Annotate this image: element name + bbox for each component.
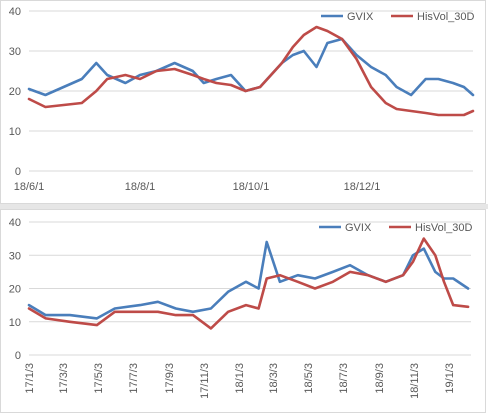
x-tick-label: 18/5/3 xyxy=(303,363,315,394)
x-tick-label: 17/5/3 xyxy=(93,363,105,394)
y-tick-label: 20 xyxy=(9,86,21,98)
x-tick-label: 17/9/3 xyxy=(164,363,176,394)
x-tick-label: 17/1/3 xyxy=(24,363,36,394)
series-line-hisvol-30d xyxy=(27,237,470,330)
x-tick-label: 17/7/3 xyxy=(128,363,140,394)
chart-panel-bottom: 0 10 20 30 40 17/1/3 17/3/3 17/5/3 17/7/3 17/9/3 1… xyxy=(0,209,486,413)
chart-top: 0 10 20 30 40 18/6/1 18/8/1 18/10/1 18/12/1 GVIX H… xyxy=(9,6,475,193)
x-tick-label: 18/9/3 xyxy=(374,363,386,394)
series-line-gvix xyxy=(27,37,475,97)
y-tick-label: 10 xyxy=(9,126,21,138)
legend-label: HisVol_30D xyxy=(415,222,473,234)
y-tick-label: 40 xyxy=(9,217,21,229)
y-tick-label: 40 xyxy=(9,6,21,18)
y-tick-label: 10 xyxy=(9,317,21,329)
x-tick-label: 17/11/3 xyxy=(199,363,211,399)
y-tick-label: 0 xyxy=(15,166,21,178)
x-tick-label: 18/12/1 xyxy=(344,181,381,193)
chart-panel-top: 0 10 20 30 40 18/6/1 18/8/1 18/10/1 18/12/1 GVIX H… xyxy=(0,0,486,204)
chart-bottom: 0 10 20 30 40 17/1/3 17/3/3 17/5/3 17/7/3 17/9/3 1… xyxy=(9,217,473,399)
panel-divider xyxy=(0,204,488,209)
x-tick-label: 18/6/1 xyxy=(14,181,45,193)
legend-label: GVIX xyxy=(347,11,374,23)
x-tick-label: 18/3/3 xyxy=(268,363,280,394)
x-tick-label: 19/1/3 xyxy=(444,363,456,394)
x-tick-label: 18/7/3 xyxy=(338,363,350,394)
y-tick-label: 20 xyxy=(9,284,21,296)
y-tick-label: 30 xyxy=(9,46,21,58)
x-tick-label: 17/3/3 xyxy=(58,363,70,394)
y-tick-label: 0 xyxy=(15,350,21,362)
x-tick-label: 18/11/3 xyxy=(409,363,421,399)
y-tick-label: 30 xyxy=(9,250,21,262)
x-tick-label: 18/8/1 xyxy=(125,181,156,193)
legend-label: GVIX xyxy=(345,222,372,234)
x-tick-label: 18/10/1 xyxy=(233,181,270,193)
series-line-hisvol-30d xyxy=(27,25,475,117)
x-tick-label: 18/1/3 xyxy=(234,363,246,394)
legend-label: HisVol_30D xyxy=(417,11,475,23)
